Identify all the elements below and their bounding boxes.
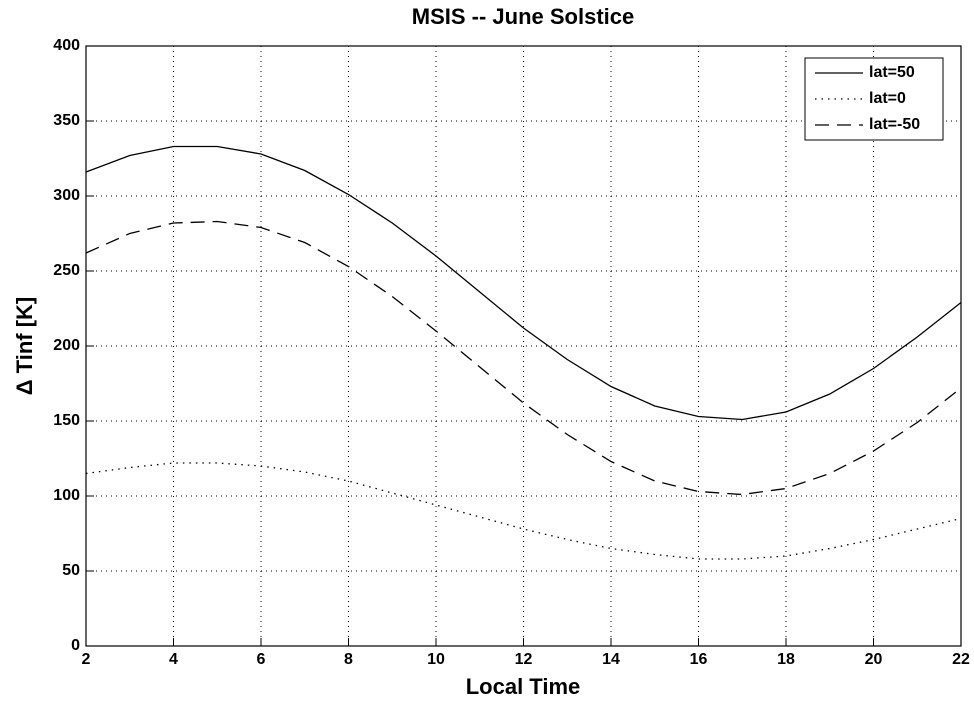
x-axis-label: Local Time xyxy=(466,674,581,699)
y-tick-label: 350 xyxy=(53,112,80,129)
legend-label: lat=-50 xyxy=(869,116,920,133)
y-axis-label: Δ Tinf [K] xyxy=(12,297,37,396)
y-tick-label: 250 xyxy=(53,262,80,279)
axes-box xyxy=(85,45,962,647)
x-tick-label: 6 xyxy=(257,651,266,668)
y-tick-label: 50 xyxy=(62,562,80,579)
y-tick-label: 100 xyxy=(53,487,80,504)
x-tick-label: 16 xyxy=(690,651,708,668)
series-line xyxy=(85,220,962,496)
y-tick-label: 400 xyxy=(53,37,80,54)
y-tick-label: 300 xyxy=(53,187,80,204)
y-tick-label: 0 xyxy=(71,637,80,654)
legend-label: lat=0 xyxy=(869,90,906,107)
x-tick-label: 10 xyxy=(427,651,445,668)
y-tick-label: 150 xyxy=(53,412,80,429)
x-tick-label: 4 xyxy=(169,651,178,668)
x-tick-label: 12 xyxy=(515,651,533,668)
x-tick-label: 22 xyxy=(952,651,970,668)
legend-label: lat=50 xyxy=(869,64,915,81)
series-line xyxy=(85,462,962,560)
x-tick-label: 20 xyxy=(865,651,883,668)
x-tick-label: 18 xyxy=(777,651,795,668)
x-tick-label: 14 xyxy=(602,651,620,668)
series-line xyxy=(85,145,962,421)
x-tick-label: 8 xyxy=(344,651,353,668)
y-tick-label: 200 xyxy=(53,337,80,354)
chart-title: MSIS -- June Solstice xyxy=(412,4,635,29)
x-tick-label: 2 xyxy=(82,651,91,668)
